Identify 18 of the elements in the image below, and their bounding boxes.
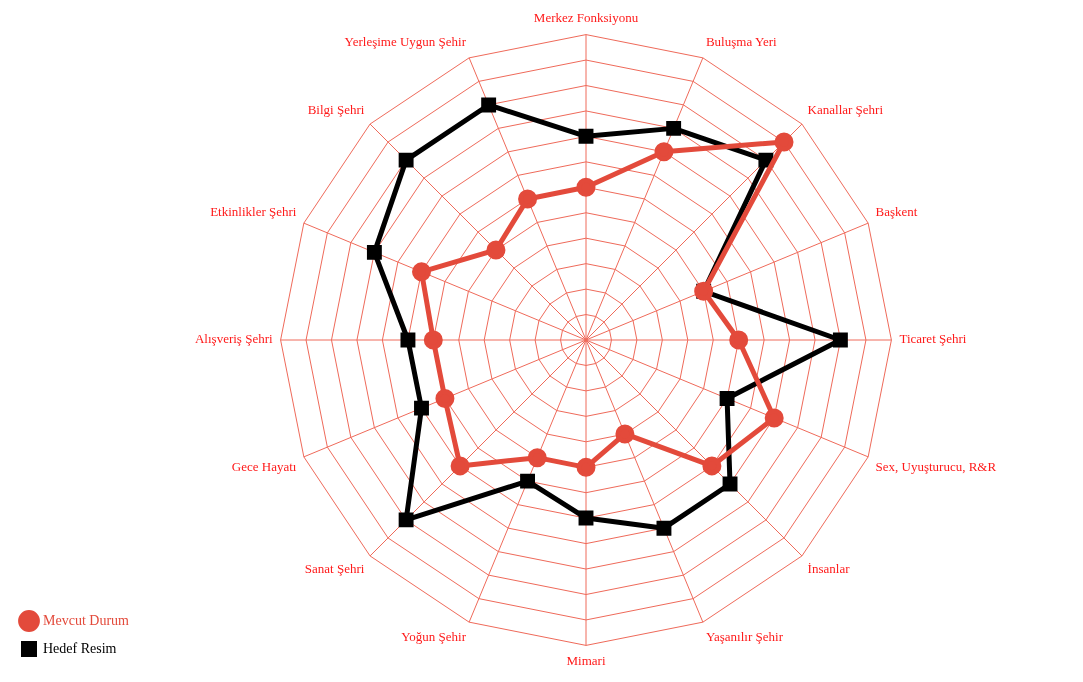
spoke-label: Sanat Şehri	[304, 560, 365, 576]
spoke-label: Alışveriş Şehri	[194, 331, 273, 347]
spoke-label: Kanallar Şehri	[807, 102, 884, 118]
spoke-label: Ticaret Şehri	[899, 331, 967, 347]
spoke-label: İnsanlar	[807, 560, 851, 576]
spoke-label: Bilgi Şehri	[307, 102, 365, 118]
spoke-label: Yoğun Şehir	[401, 628, 467, 644]
spoke-label: Yaşanılır Şehir	[705, 628, 784, 644]
spoke-label: Yerleşime Uygun Şehir	[344, 34, 467, 50]
legend-label: Mevcut Durum	[43, 612, 130, 628]
spoke-label: Merkez Fonksiyonu	[533, 10, 639, 26]
spoke-label: Sex, Uyuşturucu, R&R	[875, 459, 997, 475]
spoke-label: Başkent	[875, 203, 918, 219]
spoke-label: Gece Hayatı	[231, 459, 297, 475]
spoke-label: Mimari	[566, 652, 606, 668]
spoke-label: Buluşma Yeri	[705, 34, 778, 50]
legend-label: Hedef Resim	[43, 640, 117, 656]
spoke-label: Etkinlikler Şehri	[210, 203, 297, 219]
